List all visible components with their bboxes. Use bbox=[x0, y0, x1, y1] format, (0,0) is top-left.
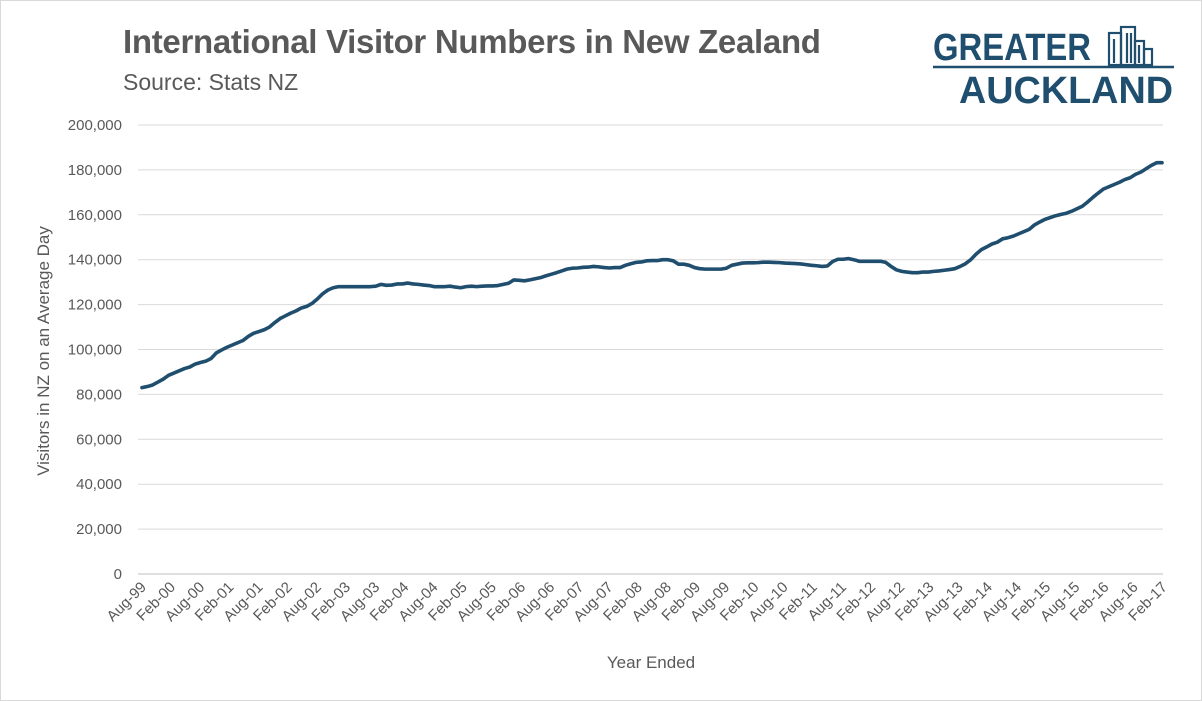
y-tick-label: 120,000 bbox=[68, 297, 122, 314]
gridlines bbox=[138, 124, 1163, 575]
logo-text-greater: GREATER bbox=[933, 27, 1091, 69]
greater-auckland-logo: GREATER AUCKLAND bbox=[933, 25, 1174, 107]
y-tick-label: 80,000 bbox=[76, 386, 122, 403]
y-tick-label: 60,000 bbox=[76, 431, 122, 448]
y-tick-label: 40,000 bbox=[76, 476, 122, 493]
y-tick-label: 180,000 bbox=[68, 162, 122, 179]
y-axis-title: Visitors in NZ on an Average Day bbox=[34, 226, 53, 476]
y-tick-label: 160,000 bbox=[68, 207, 122, 224]
series-line-visitors bbox=[140, 160, 1164, 390]
chart-title: International Visitor Numbers in New Zea… bbox=[123, 23, 821, 60]
chart-subtitle: Source: Stats NZ bbox=[123, 69, 299, 95]
logo-text-auckland: AUCKLAND bbox=[959, 70, 1173, 107]
y-tick-label: 100,000 bbox=[68, 342, 122, 359]
x-axis-ticks: Aug-99Feb-00Aug-00Feb-01Aug-01Feb-02Aug-… bbox=[104, 579, 1171, 625]
y-axis-ticks: 0 20,000 40,000 60,000 80,000 100,000 120,000 1… bbox=[68, 117, 122, 583]
y-tick-label: 140,000 bbox=[68, 252, 122, 269]
y-tick-label: 200,000 bbox=[68, 117, 122, 134]
x-axis-title: Year Ended bbox=[607, 653, 695, 672]
city-skyline-icon bbox=[1107, 25, 1154, 67]
y-tick-label: 0 bbox=[114, 566, 122, 583]
y-tick-label: 20,000 bbox=[76, 521, 122, 538]
